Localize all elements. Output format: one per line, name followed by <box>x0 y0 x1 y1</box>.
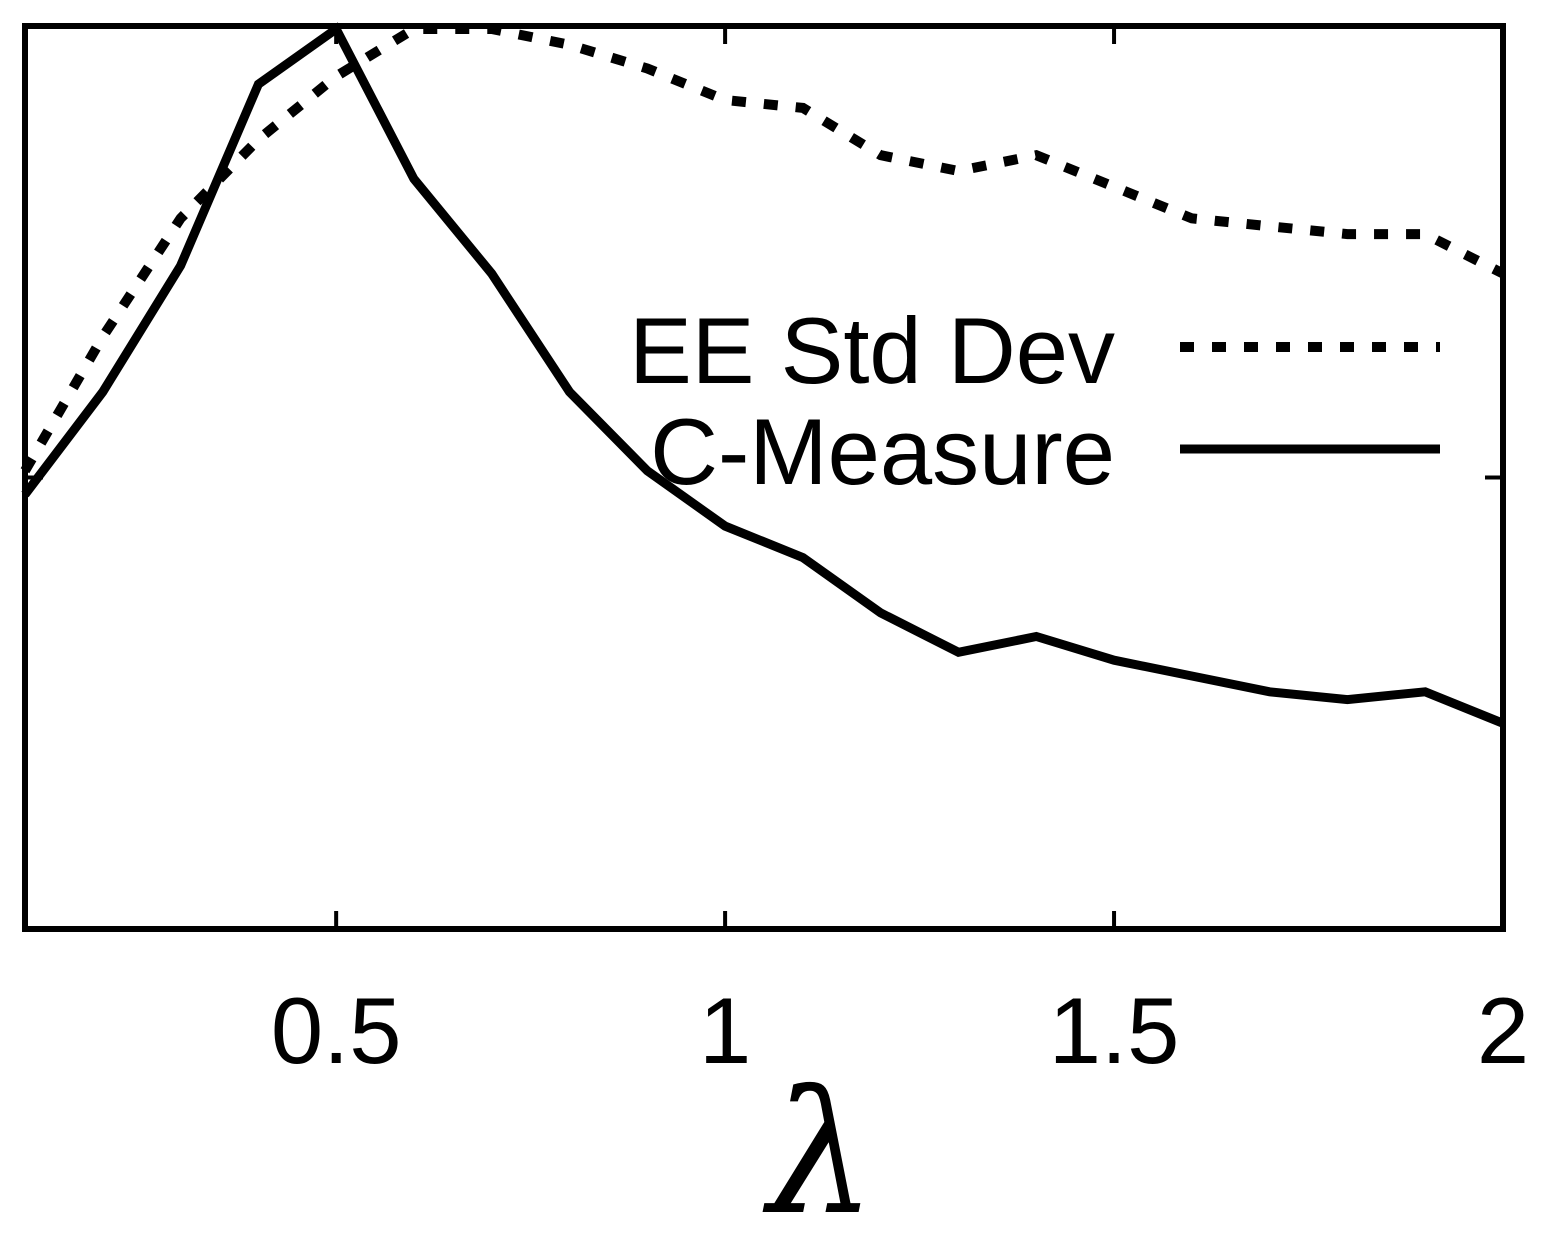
x-tick-label-1: 1 <box>699 978 751 1083</box>
series-layer <box>20 22 1506 728</box>
x-tick-label-1.5: 1.5 <box>1049 978 1180 1083</box>
x-tick-label-2: 2 <box>1477 978 1529 1083</box>
series-line-ee-std-dev <box>20 24 1506 474</box>
x-axis-label: λ <box>762 1055 876 1246</box>
ticks-layer: 0.5 1 1.5 2 <box>25 26 1529 1083</box>
legend-label-c-measure: C-Measure <box>650 399 1115 504</box>
legend-label-ee-std-dev: EE Std Dev <box>629 298 1115 403</box>
series-line-c-measure <box>21 22 1505 728</box>
x-tick-label-0.5: 0.5 <box>271 978 402 1083</box>
legend: EE Std Dev C-Measure <box>629 298 1440 504</box>
